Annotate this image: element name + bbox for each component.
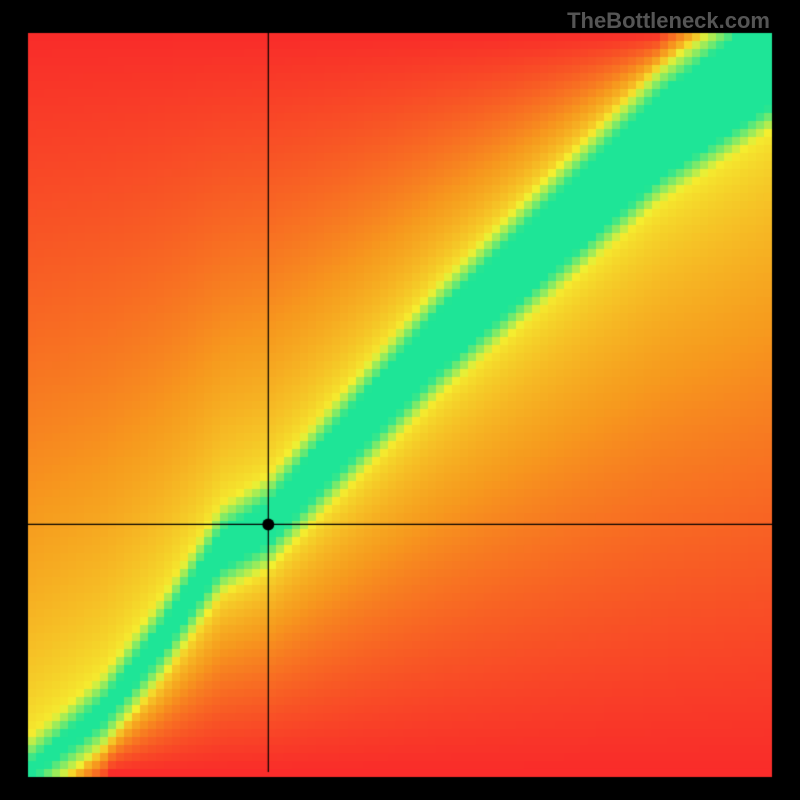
bottleneck-heatmap	[0, 0, 800, 800]
brand-label: TheBottleneck.com	[567, 8, 770, 34]
